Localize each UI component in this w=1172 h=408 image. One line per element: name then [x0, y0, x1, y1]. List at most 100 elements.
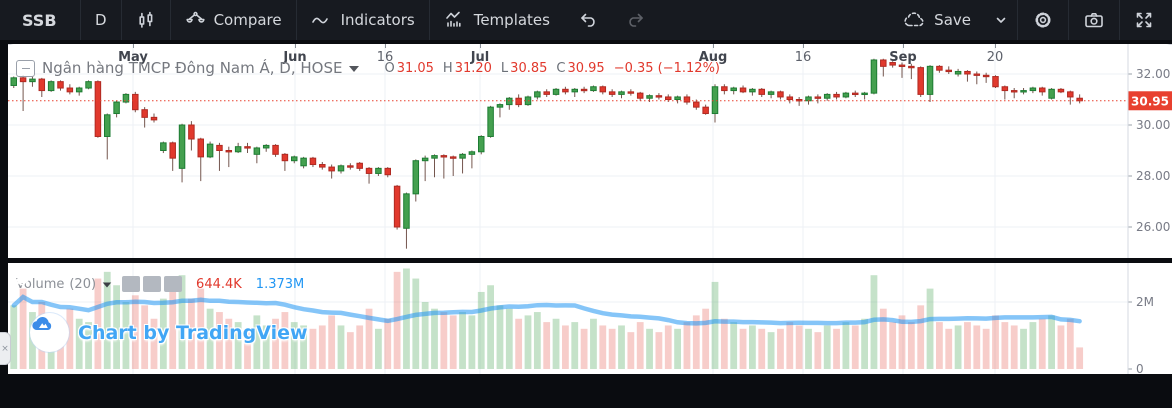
volume-settings-button[interactable] [17, 276, 162, 292]
candle [571, 88, 578, 97]
candle [823, 93, 831, 101]
toolbar-left-group: SSB D Compare [0, 0, 660, 40]
candle [1057, 88, 1065, 94]
volume-bar [169, 291, 177, 369]
undo-button[interactable] [564, 0, 612, 40]
candle [393, 184, 401, 230]
price-axis-label: 28.00 [1136, 169, 1170, 183]
time-axis-label: 16 [376, 50, 394, 65]
candle [188, 121, 195, 151]
volume-bar [720, 318, 728, 369]
fullscreen-icon [1136, 12, 1152, 28]
volume-bar [309, 328, 317, 369]
candle [721, 84, 728, 95]
candle [534, 90, 541, 100]
volume-bar [281, 312, 289, 369]
volume-bar [1076, 347, 1084, 369]
candle [777, 90, 784, 100]
volume-bar [917, 305, 925, 369]
candle [234, 142, 242, 154]
candle [300, 156, 307, 169]
candle [842, 91, 850, 99]
candlestick-chart-icon [138, 11, 152, 28]
candle [973, 71, 981, 85]
tradingview-watermark[interactable]: Chart by TradingView [30, 313, 308, 352]
save-button[interactable]: Save [888, 0, 985, 40]
close-icon [17, 276, 25, 284]
compare-button[interactable]: Compare [171, 0, 296, 40]
candle [47, 80, 55, 92]
show-drawing-toolbar-tab[interactable]: × [0, 332, 11, 365]
volume-bar [758, 328, 766, 369]
volume-bar [730, 322, 738, 369]
ohlc-values: O 31.05 H 31.20 L 30.85 C 30.95 −0.35 (−… [375, 61, 720, 76]
candle [936, 65, 943, 73]
volume-remove-button[interactable] [17, 276, 183, 292]
volume-pane[interactable]: 2M 0 Volume (20) [8, 263, 1172, 374]
candle [898, 62, 906, 78]
templates-icon [445, 11, 461, 27]
candle [870, 58, 878, 95]
ohlc-open-label: O [384, 60, 395, 76]
interval-button[interactable]: D [81, 0, 121, 40]
candle [113, 100, 120, 118]
chart-type-button[interactable] [122, 0, 170, 40]
candle [982, 72, 990, 83]
save-dropdown-button[interactable] [985, 0, 1017, 40]
candle [627, 89, 635, 96]
candle [403, 192, 410, 249]
volume-bar [150, 318, 158, 369]
volume-axis-label: 2M [1136, 295, 1154, 309]
time-axis-label: Jun [283, 50, 307, 65]
symbol-button[interactable]: SSB [0, 0, 80, 40]
axis-tick [480, 44, 481, 48]
volume-bar [655, 332, 663, 369]
candle [795, 96, 803, 106]
candle [758, 88, 765, 97]
volume-dropdown-caret-icon[interactable] [102, 282, 112, 288]
candle [543, 89, 550, 97]
indicators-button[interactable]: Indicators [297, 0, 429, 40]
candle [814, 94, 822, 104]
volume-hide-button[interactable] [16, 276, 141, 292]
candle [1048, 88, 1055, 100]
volume-bar [749, 325, 756, 369]
redo-button[interactable] [612, 0, 660, 40]
candle [1001, 85, 1009, 100]
axis-tick [133, 44, 134, 48]
candle [122, 93, 130, 104]
time-axis-label: May [118, 50, 148, 65]
volume-bar [823, 325, 831, 369]
volume-bar [992, 315, 999, 369]
settings-button[interactable] [1018, 0, 1068, 40]
volume-bar [244, 328, 251, 369]
legend-collapse-icon[interactable] [16, 59, 35, 77]
volume-bar [459, 312, 466, 369]
templates-button[interactable]: Templates [430, 0, 564, 40]
volume-bar [524, 315, 532, 369]
volume-bar [1029, 322, 1037, 369]
price-axis[interactable] [1128, 40, 1172, 374]
volume-bar [131, 295, 139, 369]
candle [917, 66, 924, 97]
volume-bar [468, 315, 476, 369]
volume-bar [833, 328, 840, 369]
candle [618, 90, 625, 99]
volume-bar [188, 298, 195, 369]
candle [412, 159, 420, 202]
last-price-badge [1128, 91, 1172, 111]
fullscreen-button[interactable] [1120, 0, 1172, 40]
candle [749, 88, 756, 96]
series-legend[interactable]: Ngân hàng TMCP Đông Nam Á, D, HOSE O 31.… [16, 57, 720, 79]
volume-bar [328, 315, 336, 369]
volume-bar [627, 332, 635, 369]
legend-dropdown-caret-icon[interactable] [349, 66, 360, 72]
volume-bar [964, 322, 971, 369]
candle [683, 94, 691, 105]
toolbar-separator [428, 0, 430, 40]
price-pane[interactable]: 32.00 30.00 28.00 26.00 30.95 Ngân hàng TMCP… [8, 44, 1172, 258]
candle [85, 80, 92, 90]
volume-bar [543, 322, 551, 369]
candle [880, 58, 887, 77]
screenshot-button[interactable] [1069, 0, 1119, 40]
